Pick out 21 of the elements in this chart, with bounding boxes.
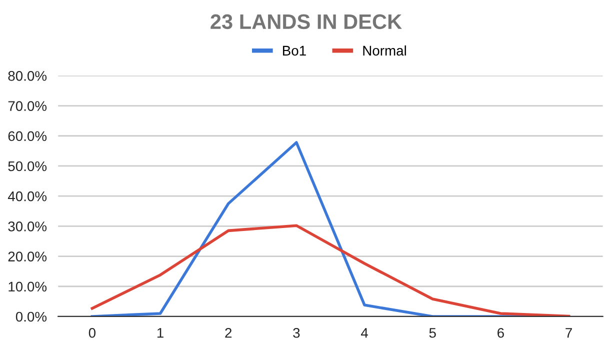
- legend-label: Normal: [363, 45, 406, 56]
- x-tick-label: 2: [225, 328, 232, 338]
- x-tick-label: 0: [88, 328, 96, 338]
- y-tick-label: 0.0%: [16, 312, 47, 322]
- y-tick-label: 40.0%: [8, 191, 47, 202]
- y-tick-label: 70.0%: [8, 101, 47, 111]
- x-tick-label: 7: [566, 328, 572, 338]
- y-tick-label: 30.0%: [8, 222, 47, 232]
- x-tick-label: 1: [157, 328, 164, 338]
- y-tick-label: 50.0%: [8, 161, 47, 172]
- line-series: [90, 224, 570, 316]
- y-tick-label: 80.0%: [8, 71, 47, 81]
- y-tick-label: 20.0%: [8, 252, 47, 262]
- y-tick-label: 10.0%: [8, 282, 47, 292]
- x-tick-label: 5: [429, 328, 436, 338]
- chart-title: 23 LANDS IN DECK: [210, 14, 402, 30]
- x-tick-label: 6: [498, 328, 504, 338]
- legend-label: Bo1: [282, 46, 306, 56]
- x-tick-label: 4: [360, 328, 368, 338]
- y-tick-label: 60.0%: [8, 131, 47, 142]
- x-tick-label: 3: [293, 328, 300, 338]
